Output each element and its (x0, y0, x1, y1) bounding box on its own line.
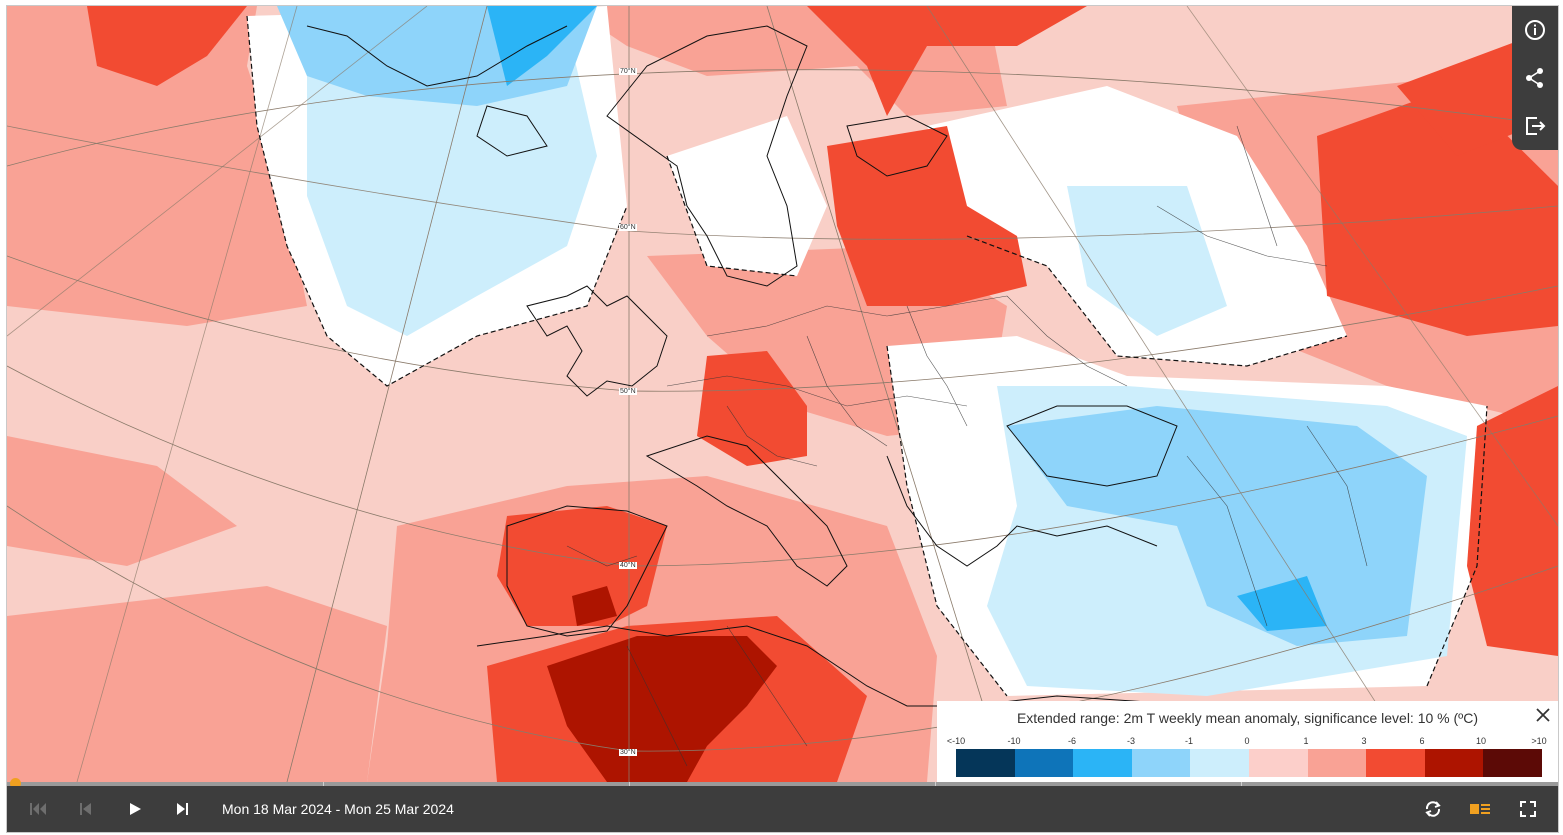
timeline-tick (323, 782, 324, 786)
legend-tick: -6 (1067, 736, 1077, 746)
step-forward-button[interactable] (167, 794, 197, 824)
fullscreen-button[interactable] (1513, 794, 1543, 824)
legend-tick: 6 (1419, 736, 1425, 746)
date-range-label: Mon 18 Mar 2024 - Mon 25 Mar 2024 (222, 801, 454, 817)
lat-label-60n: 60°N (619, 224, 637, 231)
legend-tick: 0 (1244, 736, 1250, 746)
timeline-tick (1241, 782, 1242, 786)
legend-swatch (1307, 749, 1367, 777)
legend-swatch (1366, 749, 1425, 777)
lat-label-50n: 50°N (619, 388, 637, 395)
legend-tick: -1 (1184, 736, 1194, 746)
map-viewer: 70°N 60°N 50°N 40°N 30°N (6, 5, 1559, 833)
legend-panel: Extended range: 2m T weekly mean anomaly… (937, 701, 1558, 782)
share-button[interactable] (1520, 63, 1550, 93)
playback-controls: Mon 18 Mar 2024 - Mon 25 Mar 2024 (7, 786, 1558, 832)
legend-ticks: <-10 -10 -6 -3 -1 0 1 3 6 10 >10 (947, 736, 1547, 748)
legend-swatch (1483, 749, 1542, 777)
legend-toggle-button[interactable] (1465, 794, 1495, 824)
legend-tick: 1 (1303, 736, 1309, 746)
legend-swatch (1073, 749, 1132, 777)
share-icon (1526, 68, 1543, 88)
step-back-icon (80, 803, 91, 815)
fullscreen-icon (1520, 801, 1536, 817)
timeline-tick (935, 782, 936, 786)
lat-label-30n: 30°N (619, 749, 637, 756)
loop-icon (1425, 801, 1441, 817)
skip-to-start-icon (30, 803, 46, 815)
legend-swatch (1014, 749, 1074, 777)
timeline-handle[interactable] (10, 778, 21, 789)
step-back-button[interactable] (71, 794, 101, 824)
close-icon (1536, 708, 1550, 722)
legend-toggle-icon (1470, 804, 1490, 814)
legend-swatch (1424, 749, 1484, 777)
legend-title: Extended range: 2m T weekly mean anomaly… (1016, 710, 1479, 726)
legend-tick: 10 (1475, 736, 1487, 746)
timeline-track[interactable] (7, 778, 1558, 789)
info-icon (1525, 20, 1545, 40)
legend-tick: -3 (1126, 736, 1136, 746)
timeline-tick (629, 782, 630, 786)
play-button[interactable] (120, 794, 150, 824)
skip-to-start-button[interactable] (23, 794, 53, 824)
lat-label-40n: 40°N (619, 562, 637, 569)
map-canvas (7, 6, 1558, 782)
legend-swatch (1190, 749, 1249, 777)
side-toolbar (1512, 6, 1558, 150)
legend-tick: 3 (1361, 736, 1367, 746)
loop-button[interactable] (1418, 794, 1448, 824)
legend-tick: -10 (1007, 736, 1021, 746)
export-icon (1526, 117, 1546, 135)
legend-swatch (1248, 749, 1308, 777)
step-forward-icon (177, 803, 188, 815)
legend-swatch (956, 749, 1015, 777)
legend-colorbar (956, 749, 1542, 777)
info-button[interactable] (1520, 15, 1550, 45)
legend-swatch (1131, 749, 1191, 777)
export-button[interactable] (1520, 111, 1550, 141)
legend-tick: >10 (1531, 736, 1547, 746)
legend-close-button[interactable] (1534, 706, 1552, 724)
lat-label-70n: 70°N (619, 68, 637, 75)
anomaly-map[interactable]: 70°N 60°N 50°N 40°N 30°N (7, 6, 1558, 782)
legend-tick: <-10 (946, 736, 966, 746)
play-icon (130, 803, 141, 815)
